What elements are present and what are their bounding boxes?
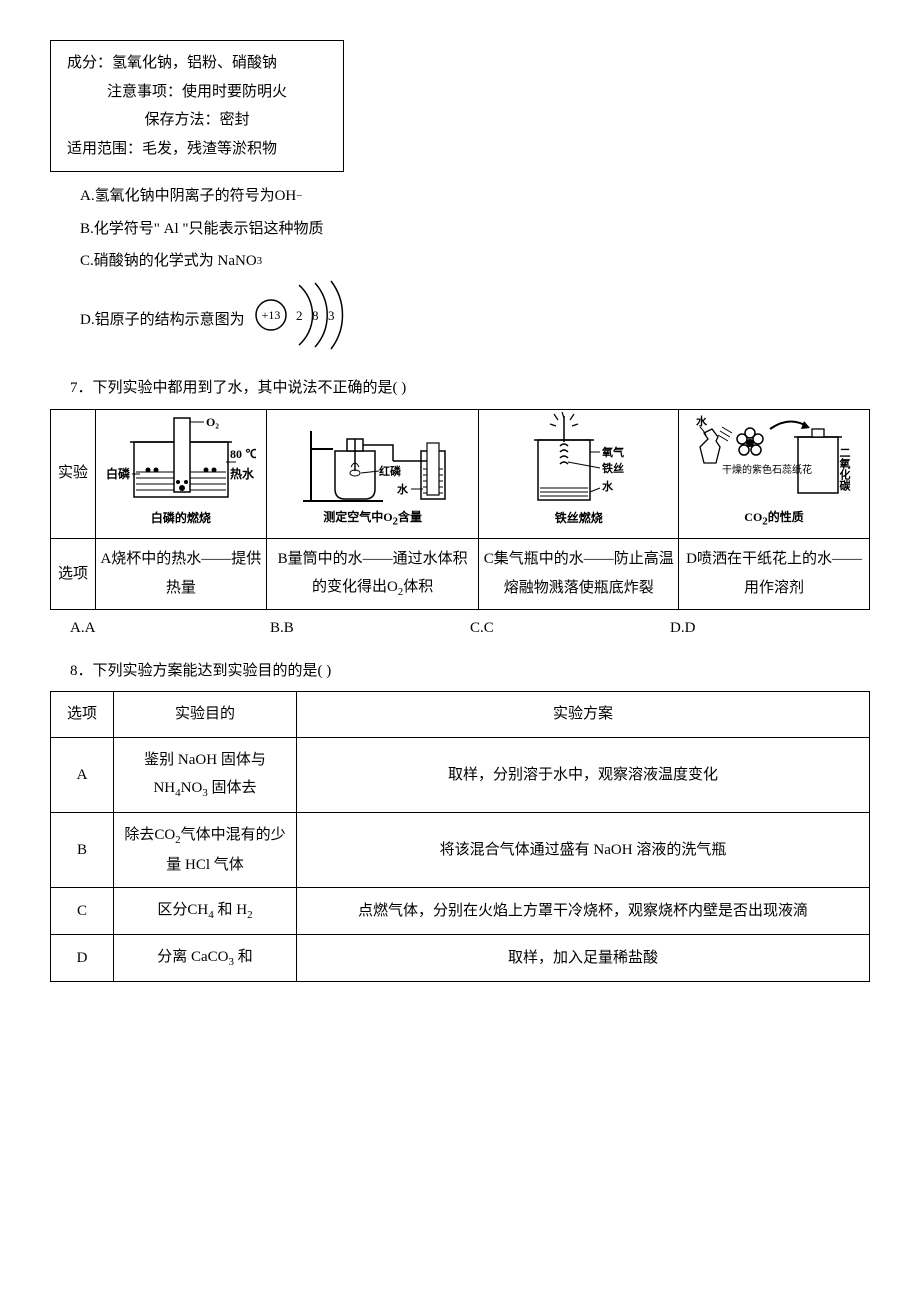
q8-h-plan: 实验方案 [297, 692, 870, 738]
q7-exp-c: 氧气 铁丝 水 铁丝燃烧 [479, 409, 679, 538]
q7-exp-b: 红磷 水 测定空气中O2含量 [266, 409, 479, 538]
svg-text:8: 8 [312, 308, 319, 323]
svg-text:水: 水 [696, 414, 708, 428]
q7-c-caption: 铁丝燃烧 [483, 507, 674, 530]
iron-wire-diagram-icon: 氧气 铁丝 水 [514, 412, 644, 512]
q7-choices: A.A B.B C.C D.D [70, 614, 870, 643]
svg-text:80 ℃: 80 ℃ [230, 447, 256, 461]
q7-choice-c: C.C [470, 614, 670, 643]
q8-row-c: C 区分CH4 和 H2 点燃气体，分别在火焰上方罩干冷烧杯，观察烧杯内壁是否出… [51, 888, 870, 935]
box-line-1: 成分：氢氧化钠，铝粉、硝酸钠 [67, 49, 327, 78]
q6-d-text: D.铝原子的结构示意图为 [80, 306, 245, 335]
q7-choice-d: D.D [670, 614, 870, 643]
q8-row-a: A 鉴别 NaOH 固体与 NH4NO3 固体去 取样，分别溶于水中，观察溶液温… [51, 737, 870, 812]
q6-c-text: C.硝酸钠的化学式为 NaNO [80, 247, 257, 276]
q7-stem: 7．下列实验中都用到了水，其中说法不正确的是( ) [70, 374, 870, 403]
q6-option-a: A.氢氧化钠中阴离子的符号为OH− [80, 182, 870, 211]
q7-table: 实验 [50, 409, 870, 611]
nucleus-label: +13 [261, 308, 280, 322]
q8-row-d: D 分离 CaCO3 和 取样，加入足量稀盐酸 [51, 935, 870, 982]
svg-text:O₂: O₂ [206, 415, 219, 429]
q7-choice-b: B.B [270, 614, 470, 643]
svg-text:干燥的紫色石蕊纸花: 干燥的紫色石蕊纸花 [722, 463, 812, 476]
q6-options: A.氢氧化钠中阴离子的符号为OH− B.化学符号" Al "只能表示铝这种物质 … [80, 182, 870, 360]
q8-h-aim: 实验目的 [114, 692, 297, 738]
q6-a-text: A.氢氧化钠中阴离子的符号为OH [80, 182, 296, 211]
q6-option-b: B.化学符号" Al "只能表示铝这种物质 [80, 215, 870, 244]
svg-text:热水: 热水 [230, 466, 255, 481]
q7-opt-a: A烧杯中的热水——提供热量 [96, 538, 267, 609]
q7-exp-a: O₂ 80 ℃ 白磷 热水 白磷的燃烧 [96, 409, 267, 538]
svg-text:3: 3 [328, 308, 335, 323]
svg-text:2: 2 [296, 308, 303, 323]
svg-text:水: 水 [602, 479, 614, 493]
svg-text:红磷: 红磷 [379, 464, 402, 478]
q8-table: 选项 实验目的 实验方案 A 鉴别 NaOH 固体与 NH4NO3 固体去 取样… [50, 691, 870, 982]
q7-rowlabel-exp: 实验 [51, 409, 96, 538]
atom-diagram-icon: +13 2 8 3 [249, 280, 359, 361]
white-phosphorus-diagram-icon: O₂ 80 ℃ 白磷 热水 [106, 412, 256, 512]
ingredient-box: 成分：氢氧化钠，铝粉、硝酸钠 注意事项：使用时要防明火 保存方法：密封 适用范围… [50, 40, 344, 172]
q7-exp-d: 水 [679, 409, 870, 538]
svg-text:水: 水 [397, 482, 409, 496]
q7-opt-d: D喷洒在干纸花上的水——用作溶剂 [679, 538, 870, 609]
q8-h-opt: 选项 [51, 692, 114, 738]
svg-text:二氧化碳: 二氧化碳 [838, 447, 852, 492]
svg-text:白磷: 白磷 [106, 466, 131, 481]
svg-text:铁丝: 铁丝 [602, 461, 624, 475]
q6-option-d: D.铝原子的结构示意图为 +13 2 8 3 [80, 280, 870, 361]
q6-c-sub: 3 [257, 251, 263, 272]
q6-option-c: C.硝酸钠的化学式为 NaNO3 [80, 247, 870, 276]
q7-rowlabel-opt: 选项 [51, 538, 96, 609]
q7-opt-b: B量筒中的水——通过水体积的变化得出O2体积 [266, 538, 479, 609]
svg-text:氧气: 氧气 [601, 445, 624, 459]
q6-a-sup: − [296, 186, 302, 207]
box-line-3: 保存方法：密封 [67, 106, 327, 135]
q8-row-b: B 除去CO2气体中混有的少量 HCl 气体 将该混合气体通过盛有 NaOH 溶… [51, 813, 870, 888]
co2-diagram-icon: 水 [694, 411, 854, 511]
q7-choice-a: A.A [70, 614, 270, 643]
box-line-2: 注意事项：使用时要防明火 [67, 78, 327, 107]
q8-stem: 8．下列实验方案能达到实验目的的是( ) [70, 657, 870, 686]
q7-opt-c: C集气瓶中的水——防止高温熔融物溅落使瓶底炸裂 [479, 538, 679, 609]
box-line-4: 适用范围：毛发，残渣等淤积物 [67, 135, 327, 164]
air-o2-diagram-icon: 红磷 水 [293, 411, 453, 511]
